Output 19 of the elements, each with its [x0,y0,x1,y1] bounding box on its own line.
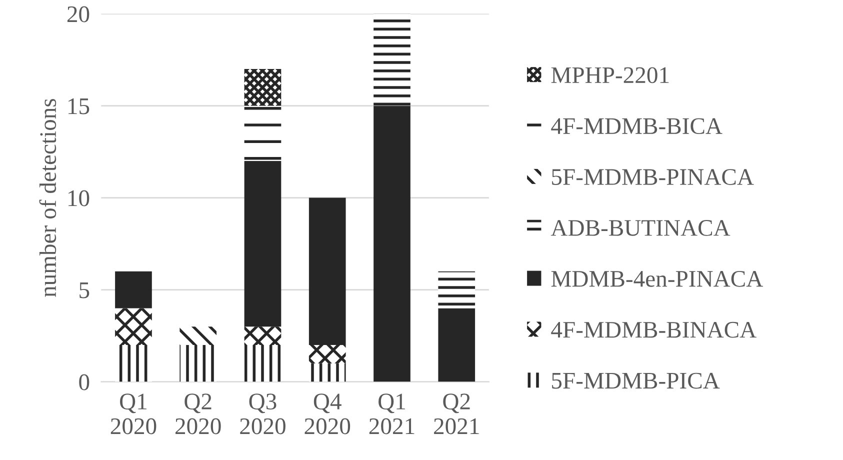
legend-label: 5F-MDMB-PICA [552,372,720,389]
x-tick-label: Q2 2021 [434,394,479,434]
x-tick-label: Q2 2020 [176,394,221,434]
legend-label: 5F-MDMB-PINACA [552,169,754,185]
x-tick-label: Q4 2020 [304,394,350,434]
y-tick-label: 20 [67,6,90,22]
legend-label: MDMB-4en-PINACA [551,270,763,287]
legend-label: MPHP-2201 [551,67,669,84]
y-tick-label: 0 [79,374,90,390]
y-axis-title: number of detections [39,98,56,297]
y-tick-label: 10 [68,190,90,206]
legend-label: ADB-BUTINACA [550,220,730,236]
legend-label: 4F-MDMB-BICA [551,118,722,134]
x-tick-label: Q1 2021 [369,394,414,434]
y-tick-label: 15 [68,98,90,114]
x-tick-label: Q1 2020 [110,394,156,434]
legend-label: 4F-MDMB-BINACA [551,322,756,338]
y-tick-label: 5 [80,282,90,298]
x-tick-label: Q3 2020 [240,394,286,434]
